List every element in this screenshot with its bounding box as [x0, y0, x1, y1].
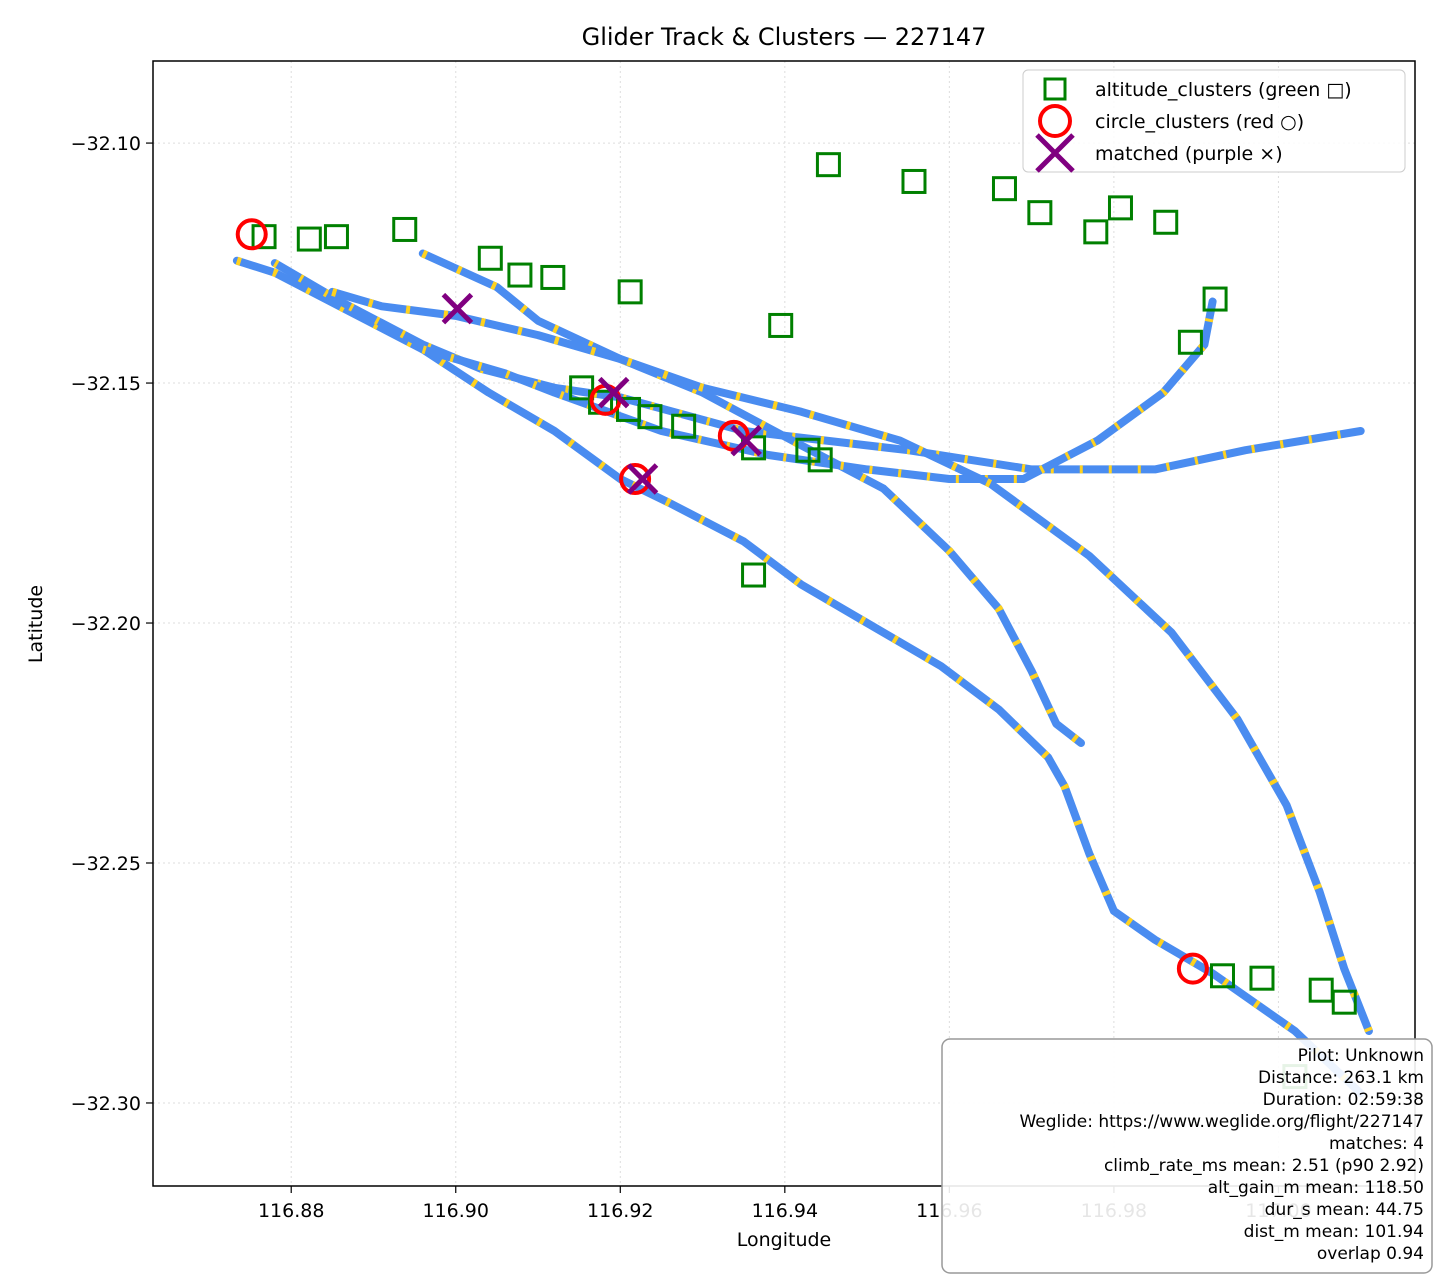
info-line: Weglide: https://www.weglide.org/flight/… — [1019, 1112, 1424, 1132]
climb-segment — [235, 256, 1364, 1097]
info-line: overlap 0.94 — [1317, 1244, 1424, 1264]
altitude-cluster-marker — [1308, 977, 1334, 1003]
legend-x-icon — [1035, 133, 1075, 173]
y-axis-ticks: −32.10 −32.15 −32.20 −32.25 −32.30 — [71, 133, 153, 1115]
info-line: Distance: 263.1 km — [1258, 1068, 1424, 1088]
y-tick-label: −32.25 — [71, 853, 141, 875]
altitude-cluster-marker — [815, 152, 841, 178]
altitude-cluster-marker — [1209, 963, 1235, 989]
legend-label-circle-clusters: circle_clusters (red ○) — [1095, 111, 1304, 133]
info-line: Duration: 02:59:38 — [1263, 1090, 1424, 1110]
altitude-cluster-marker — [323, 224, 349, 250]
info-line: alt_gain_m mean: 118.50 — [1208, 1178, 1424, 1198]
track-segment — [232, 256, 1365, 1098]
info-line: climb_rate_ms mean: 2.51 (p90 2.92) — [1104, 1156, 1424, 1176]
altitude-cluster-marker — [1202, 286, 1228, 312]
altitude-cluster-marker — [1027, 200, 1053, 226]
y-tick-label: −32.30 — [71, 1093, 141, 1115]
circle-cluster-marker — [235, 218, 268, 251]
grid-lines — [153, 61, 1415, 1186]
info-line: dist_m mean: 101.94 — [1244, 1222, 1424, 1242]
legend-label-altitude-clusters: altitude_clusters (green □) — [1095, 79, 1352, 101]
altitude-cluster-marker — [477, 245, 503, 271]
x-tick-label: 116.90 — [423, 1200, 489, 1222]
y-axis-label: Latitude — [25, 585, 47, 663]
y-tick-label: −32.15 — [71, 373, 141, 395]
info-line: Pilot: Unknown — [1298, 1046, 1424, 1066]
altitude-cluster-marker — [768, 312, 794, 338]
info-box-frame — [941, 1038, 1433, 1274]
legend: altitude_clusters (green □) circle_clust… — [1022, 69, 1406, 173]
altitude-cluster-marker — [540, 264, 566, 290]
cluster-markers — [235, 152, 1357, 1090]
y-tick-label: −32.10 — [71, 133, 141, 155]
track-segment — [328, 287, 1373, 1035]
x-axis-label: Longitude — [737, 1229, 832, 1251]
altitude-cluster-marker — [392, 216, 418, 242]
altitude-cluster-marker — [1331, 989, 1357, 1015]
climb-segment — [421, 249, 1084, 747]
x-tick-label: 116.94 — [752, 1200, 818, 1222]
altitude-cluster-marker — [507, 262, 533, 288]
matched-marker — [597, 376, 630, 409]
altitude-cluster-marker — [901, 168, 927, 194]
legend-label-matched: matched (purple ×) — [1095, 143, 1283, 165]
flight-track — [232, 249, 1373, 1098]
chart-title: Glider Track & Clusters — 227147 — [582, 23, 987, 51]
altitude-cluster-marker — [1177, 329, 1203, 355]
x-tick-label: 116.88 — [258, 1200, 324, 1222]
altitude-cluster-marker — [1083, 219, 1109, 245]
altitude-cluster-marker — [1249, 965, 1275, 991]
track-segment — [418, 297, 1217, 483]
circle-cluster-marker — [619, 463, 652, 496]
legend-circle-icon — [1038, 104, 1072, 138]
altitude-cluster-marker — [1107, 195, 1133, 221]
climb-segment — [331, 288, 1373, 1033]
x-tick-label: 116.92 — [587, 1200, 653, 1222]
info-line: matches: 4 — [1329, 1134, 1424, 1154]
info-line: dur_s mean: 44.75 — [1265, 1200, 1424, 1220]
altitude-cluster-marker — [991, 176, 1017, 202]
matched-marker — [626, 463, 659, 495]
altitude-cluster-marker — [569, 375, 595, 401]
altitude-cluster-marker — [671, 413, 697, 439]
altitude-cluster-marker — [296, 226, 322, 252]
altitude-cluster-marker — [637, 404, 663, 430]
y-tick-label: −32.20 — [71, 613, 141, 635]
altitude-cluster-marker — [807, 447, 833, 473]
altitude-cluster-marker — [1153, 209, 1179, 235]
altitude-cluster-marker — [741, 562, 767, 588]
legend-frame — [1022, 69, 1406, 173]
track-segment — [418, 249, 1085, 747]
circle-cluster-marker — [1176, 952, 1209, 985]
legend-square-icon — [1043, 77, 1067, 101]
matched-marker — [730, 424, 762, 457]
matched-marker — [441, 292, 474, 325]
altitude-cluster-marker — [617, 279, 643, 305]
